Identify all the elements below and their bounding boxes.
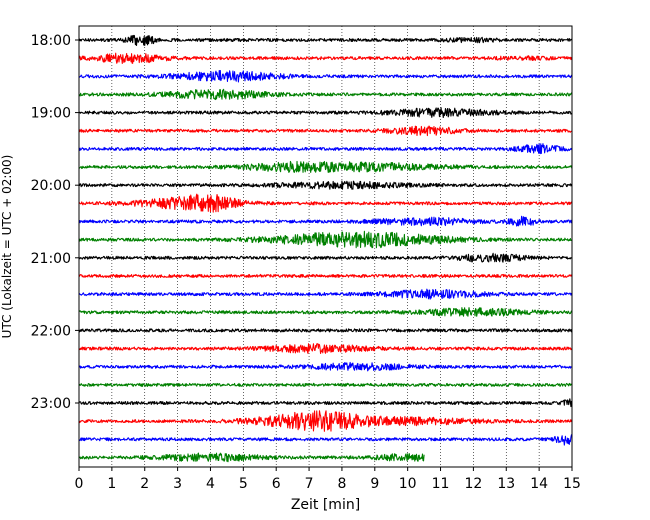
y-axis-label: UTC (Lokalzeit = UTC + 02:00) xyxy=(0,155,14,339)
trace-2245 xyxy=(78,382,573,387)
x-tick-label: 2 xyxy=(140,476,149,492)
trace-2015 xyxy=(78,193,573,213)
x-tick-label: 0 xyxy=(75,476,84,492)
x-tick-label: 4 xyxy=(206,476,215,492)
x-tick-label: 5 xyxy=(239,476,248,492)
x-tick-label: 8 xyxy=(337,476,346,492)
y-tick-label: 19:00 xyxy=(31,106,71,122)
trace-2100 xyxy=(78,252,573,263)
trace-2215 xyxy=(78,343,573,354)
plot-frame xyxy=(78,25,573,468)
x-tick-label: 14 xyxy=(530,476,548,492)
x-tick-label: 7 xyxy=(305,476,314,492)
y-tick-label: 21:00 xyxy=(31,251,71,267)
trace-2145 xyxy=(78,307,573,317)
trace-2200 xyxy=(78,328,573,333)
x-tick-label: 1 xyxy=(107,476,116,492)
trace-2115 xyxy=(78,273,573,278)
trace-2345 xyxy=(78,452,425,463)
x-tick-label: 6 xyxy=(272,476,281,492)
traces xyxy=(78,34,573,463)
trace-1930 xyxy=(78,143,573,155)
x-axis-ticks: 0 1 2 3 4 5 6 7 8 9 10 11 12 13 14 15 xyxy=(75,467,581,492)
trace-2330 xyxy=(78,434,573,446)
trace-2045 xyxy=(78,230,573,249)
trace-1945 xyxy=(78,160,573,173)
trace-1830 xyxy=(78,69,573,83)
trace-1900 xyxy=(78,107,573,119)
trace-2030 xyxy=(78,215,573,227)
trace-1845 xyxy=(78,88,573,101)
y-tick-label: 22:00 xyxy=(31,323,71,339)
trace-2130 xyxy=(78,288,573,300)
y-tick-label: 20:00 xyxy=(31,178,71,194)
trace-2000 xyxy=(78,180,573,190)
trace-2230 xyxy=(78,361,573,372)
x-tick-label: 13 xyxy=(497,476,515,492)
trace-1815 xyxy=(78,52,573,65)
x-tick-label: 12 xyxy=(464,476,482,492)
y-tick-label: 23:00 xyxy=(31,396,71,412)
x-tick-label: 11 xyxy=(432,476,450,492)
x-tick-label: 9 xyxy=(370,476,379,492)
x-axis-label: Zeit [min] xyxy=(291,497,360,513)
trace-1800 xyxy=(78,34,573,47)
trace-2300 xyxy=(78,398,573,408)
x-tick-label: 10 xyxy=(399,476,417,492)
y-axis-ticks: 18:00 19:00 20:00 21:00 22:00 23:00 xyxy=(31,33,79,412)
x-tick-label: 3 xyxy=(173,476,182,492)
trace-2315 xyxy=(78,410,573,432)
trace-1915 xyxy=(78,125,573,137)
x-tick-label: 15 xyxy=(563,476,581,492)
y-tick-label: 18:00 xyxy=(31,33,71,49)
